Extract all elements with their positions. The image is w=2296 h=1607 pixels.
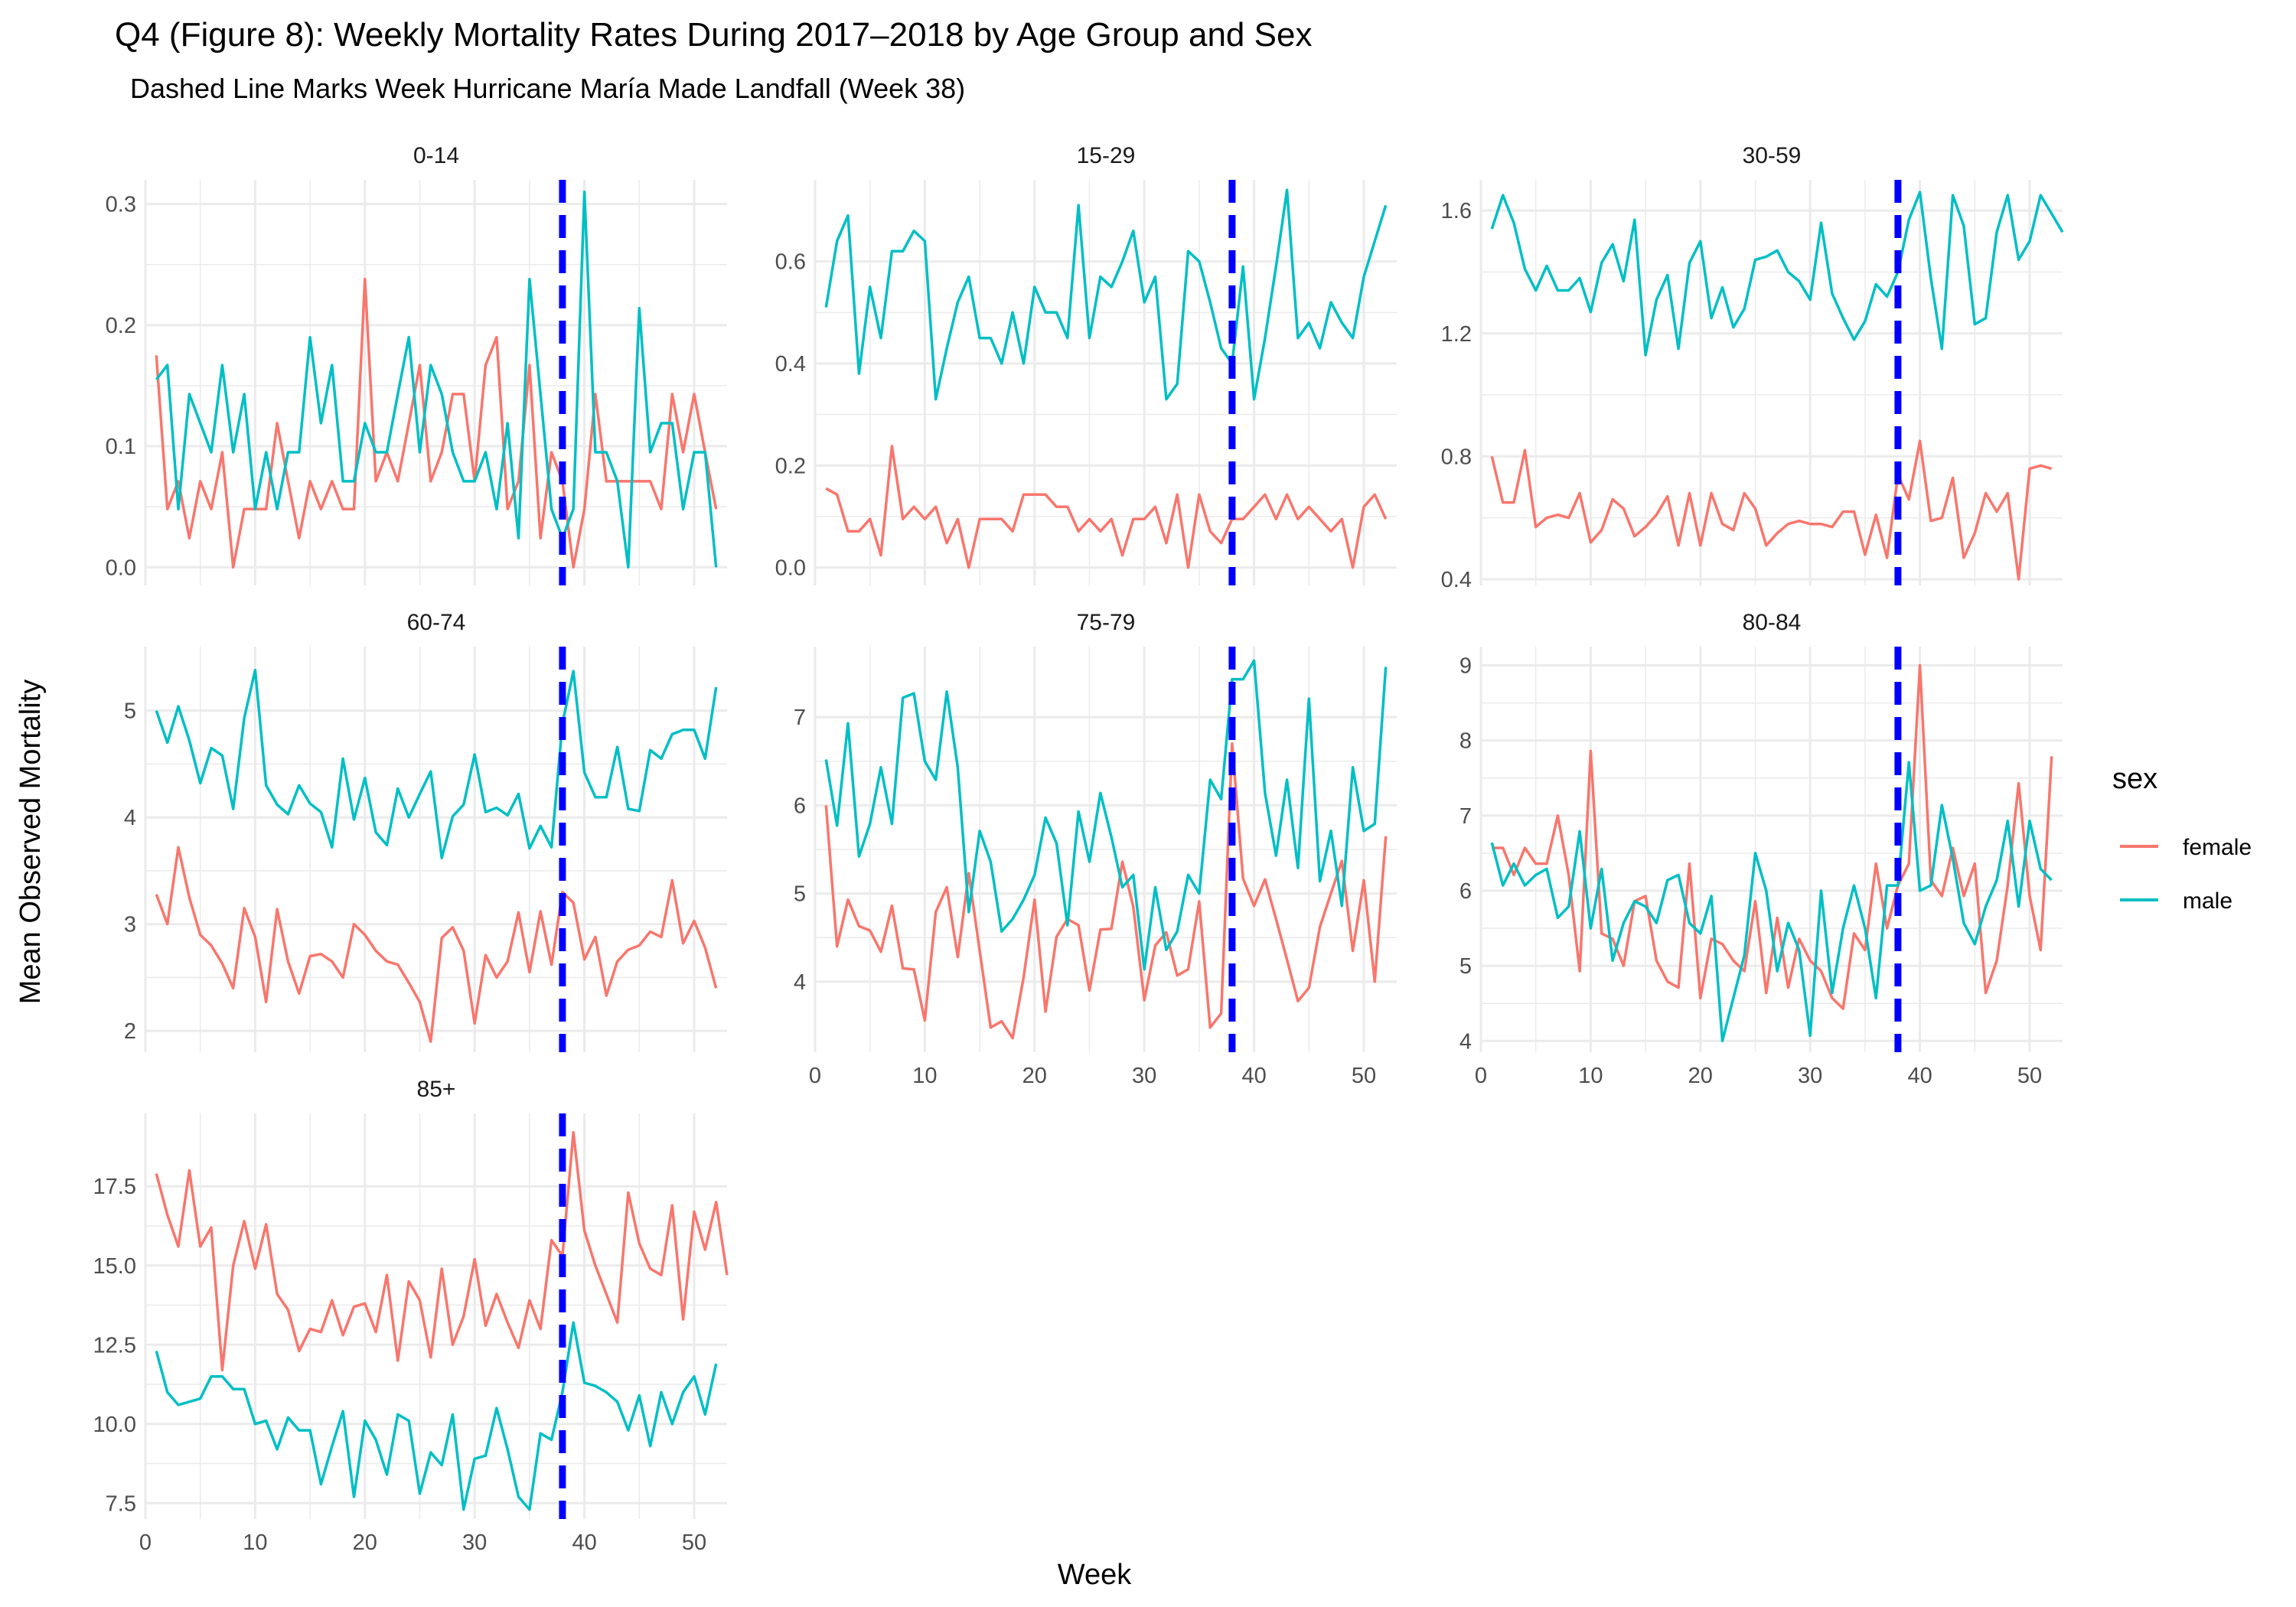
chart-title: Q4 (Figure 8): Weekly Mortality Rates Du… [115,16,1312,54]
x-tick-label: 30 [1798,1064,1822,1088]
series-line-female [825,445,1388,569]
y-tick-label: 7 [794,706,806,730]
x-tick-label: 20 [1022,1064,1047,1088]
y-tick-label: 15.0 [93,1254,136,1279]
x-tick-label: 50 [2017,1064,2042,1088]
y-tick-label: 10.0 [93,1413,136,1437]
x-tick-label: 40 [1241,1064,1266,1088]
y-tick-label: 0.8 [1441,445,1472,469]
legend-title: sex [2112,763,2157,795]
y-tick-label: 0.0 [106,556,136,580]
x-tick-label: 30 [1132,1064,1156,1088]
series-line-male [1490,761,2053,1043]
y-tick-label: 17.5 [93,1175,136,1199]
y-tick-label: 4 [794,970,806,995]
panel-strip-label: 15-29 [1077,143,1136,168]
y-tick-label: 0.0 [775,556,806,581]
x-tick-label: 20 [353,1530,377,1555]
y-tick-label: 0.1 [106,435,136,459]
series-line-male [1490,191,2064,357]
y-tick-label: 0.3 [106,193,136,217]
panel-15-29: 15-29 0.0 0.2 0.4 0.6 [775,143,1397,585]
panel-strip-label: 30-59 [1743,143,1802,168]
y-tick-label: 0.4 [775,352,806,376]
series-line-female [1490,439,2053,581]
series-line-male [824,188,1388,401]
legend-male-label: male [2183,888,2232,914]
chart-subtitle: Dashed Line Marks Week Hurricane María M… [130,73,965,104]
series-line-female [824,742,1388,1040]
y-tick-label: 1.6 [1441,199,1472,223]
y-tick-label: 9 [1459,654,1472,679]
panel-75-79: 75-79 4 5 6 7 0 10 20 30 40 50 [794,610,1397,1088]
panel-strip-label: 85+ [417,1077,456,1102]
x-tick-label: 0 [1475,1064,1487,1088]
y-tick-label: 0.2 [775,454,806,478]
y-tick-label: 3 [124,913,136,937]
y-tick-label: 6 [1459,879,1472,904]
series-line-male [824,659,1388,971]
legend: sex female male [2112,763,2252,914]
y-tick-label: 12.5 [93,1333,136,1358]
series-line-female [155,277,718,569]
panel-30-59: 30-59 0.4 0.8 1.2 1.6 [1441,143,2064,592]
x-tick-label: 10 [912,1064,937,1088]
series-line-male [155,668,718,859]
y-axis-label: Mean Observed Mortality [15,680,47,1005]
x-tick-label: 30 [462,1530,487,1555]
x-axis-label: Week [1058,1559,1132,1591]
y-tick-label: 0.4 [1441,568,1472,592]
x-tick-label: 40 [572,1530,596,1555]
y-tick-label: 2 [124,1019,136,1044]
series-line-female [155,1131,729,1372]
y-tick-label: 4 [124,806,136,830]
panel-0-14: 0-14 0.0 0.1 0.2 0.3 [106,143,727,585]
y-tick-label: 0.6 [775,250,806,275]
panel-strip-label: 80-84 [1743,610,1802,635]
y-tick-label: 8 [1459,729,1472,754]
x-tick-label: 10 [243,1530,267,1555]
panels-layer: 0-14 0.0 0.1 0.2 0.3 15-29 0.0 0.2 0.4 0.6 30-59 0.… [93,143,2064,1555]
series-line-female [155,846,718,1043]
x-tick-label: 50 [1352,1064,1376,1088]
series-line-male [155,1321,718,1511]
x-tick-label: 20 [1688,1064,1713,1088]
series-line-male [155,191,718,569]
panel-85plus: 85+ 7.5 10.0 12.5 15.0 17.5 0 10 20 30 40 50 [93,1077,729,1555]
legend-female-label: female [2183,835,2252,860]
panel-60-74: 60-74 2 3 4 5 [124,610,727,1052]
panel-strip-label: 60-74 [407,610,466,635]
y-tick-label: 0.2 [106,314,136,338]
y-tick-label: 6 [794,794,806,818]
x-tick-label: 40 [1907,1064,1932,1088]
y-tick-label: 1.2 [1441,322,1472,347]
y-tick-label: 4 [1459,1029,1472,1054]
y-tick-label: 7 [1459,804,1472,829]
panel-strip-label: 0-14 [413,143,459,168]
y-tick-label: 7.5 [106,1491,136,1516]
x-tick-label: 0 [139,1530,152,1555]
series-line-female [1492,663,2053,1010]
panel-80-84: 80-84 4 5 6 7 8 9 0 10 20 30 40 50 [1459,610,2063,1088]
x-tick-label: 10 [1578,1064,1603,1088]
y-tick-label: 5 [794,882,806,907]
y-tick-label: 5 [124,699,136,724]
x-tick-label: 50 [682,1530,706,1555]
panel-strip-label: 75-79 [1077,610,1136,635]
x-tick-label: 0 [809,1064,821,1088]
y-tick-label: 5 [1459,954,1472,979]
